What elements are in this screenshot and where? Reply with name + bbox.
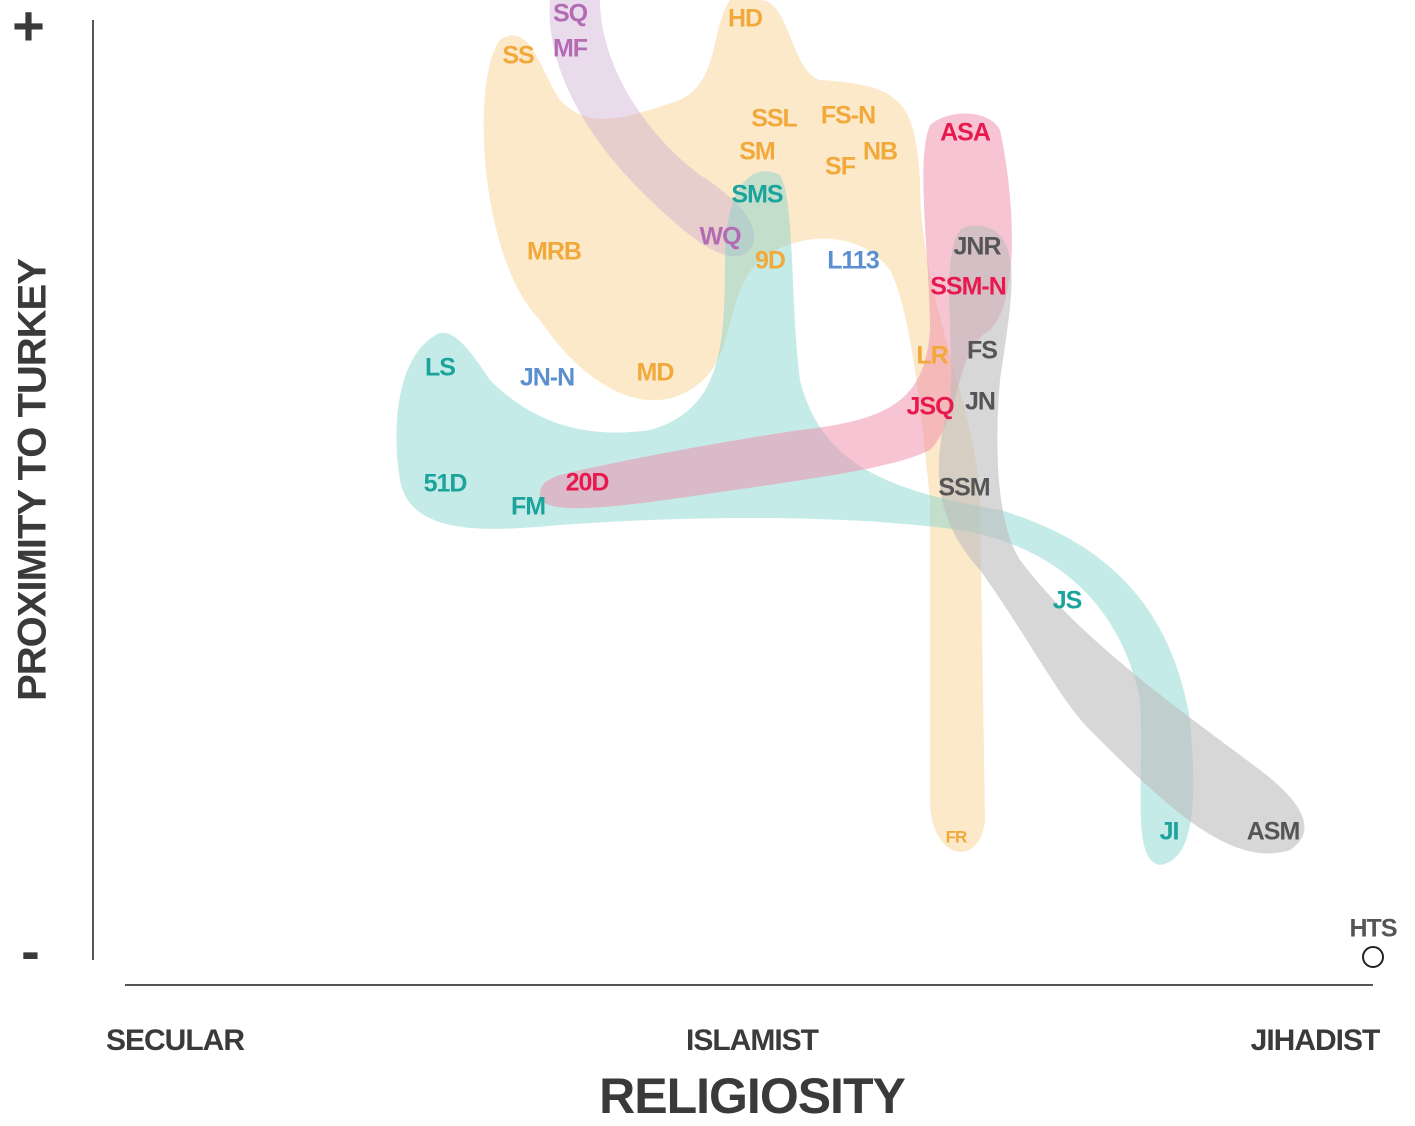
- group-label: SM: [739, 138, 775, 166]
- group-label: FR: [946, 827, 967, 846]
- group-label: SS: [502, 42, 534, 70]
- group-label: 51D: [424, 470, 467, 498]
- group-label: ASM: [1247, 818, 1300, 846]
- blobs: [396, 0, 1305, 866]
- group-label: JN-N: [520, 364, 574, 392]
- group-label: FS-N: [821, 102, 875, 130]
- pink-blob: [540, 113, 1012, 509]
- x-label: JIHADIST: [1251, 1024, 1380, 1057]
- group-label: SSL: [751, 105, 797, 133]
- group-label: 9D: [755, 247, 785, 275]
- group-label: JI: [1160, 818, 1179, 846]
- group-label: LR: [916, 342, 948, 370]
- y-plus: +: [12, 0, 44, 57]
- group-label: JS: [1053, 587, 1082, 615]
- x-label: SECULAR: [106, 1024, 245, 1057]
- group-label: HTS: [1350, 915, 1397, 943]
- gray-blob: [938, 225, 1305, 854]
- y-axis-title: PROXIMITY TO TURKEY: [11, 258, 55, 701]
- group-label: L113: [827, 247, 879, 275]
- group-label: FS: [967, 337, 997, 365]
- orange-blob: [483, 0, 985, 853]
- labels: SQ HD SS MF SSL FS-N ASA SM NB SF SMS WQ…: [424, 0, 1398, 943]
- group-label: SF: [825, 153, 856, 181]
- group-label: JNR: [953, 233, 1001, 261]
- purple-blob: [549, 0, 755, 257]
- group-label: SQ: [553, 0, 588, 28]
- group-label: MD: [637, 359, 674, 387]
- group-label: MF: [553, 35, 588, 63]
- x-label: ISLAMIST: [686, 1024, 819, 1057]
- group-label: SSM-N: [930, 273, 1006, 301]
- group-label: MRB: [527, 238, 581, 266]
- group-label: JSQ: [906, 393, 954, 421]
- group-label: HD: [728, 5, 762, 33]
- group-label: SSM: [938, 474, 989, 502]
- group-label: WQ: [699, 223, 741, 251]
- group-label: NB: [863, 138, 897, 166]
- group-label: 20D: [566, 469, 609, 497]
- y-minus: -: [21, 919, 39, 982]
- x-axis-title: RELIGIOSITY: [599, 1068, 905, 1124]
- hts-marker: [1362, 946, 1384, 968]
- group-label: JN: [965, 388, 995, 416]
- group-label: LS: [425, 354, 455, 382]
- teal-blob: [396, 171, 1194, 866]
- group-label: FM: [511, 493, 545, 521]
- group-label: ASA: [940, 119, 991, 147]
- group-label: SMS: [731, 181, 783, 209]
